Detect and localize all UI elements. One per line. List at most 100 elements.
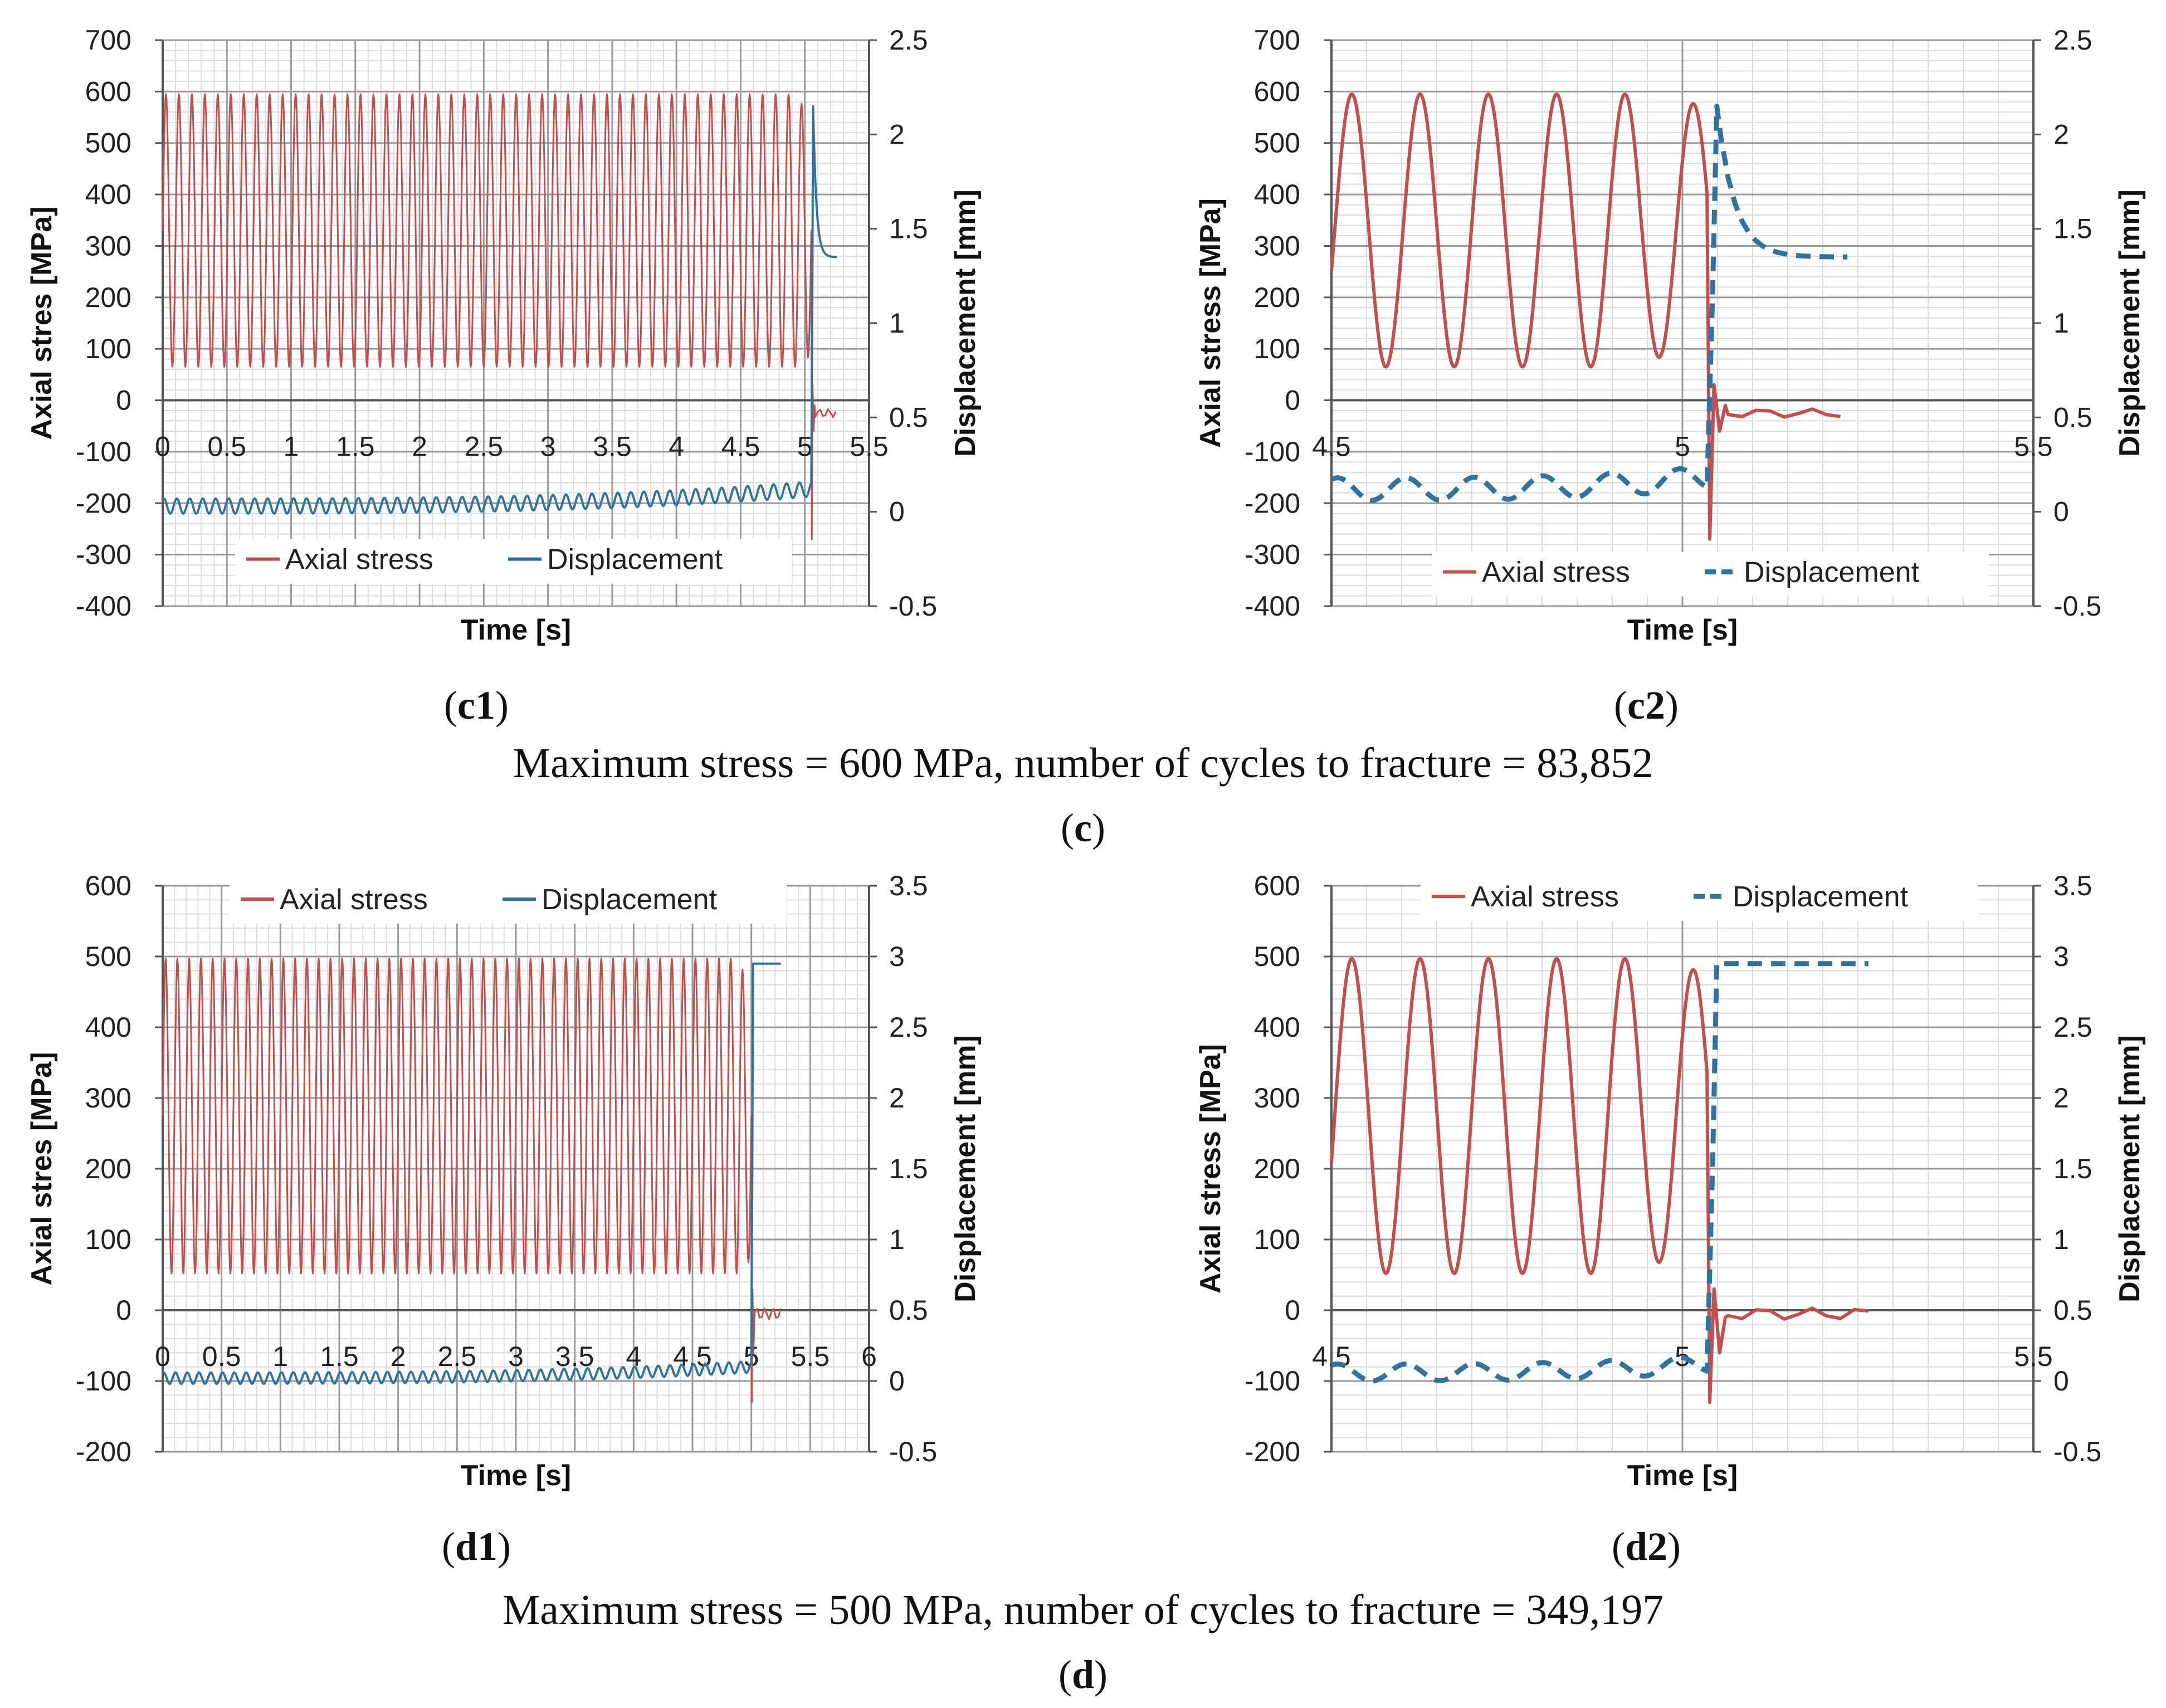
y2-tick-label: 2.5 <box>889 1012 928 1043</box>
y-tick-label: 300 <box>85 230 131 261</box>
y2-tick-label: 1.5 <box>2053 1153 2092 1184</box>
x-tick-label: 3 <box>540 431 556 462</box>
y-tick-label: 100 <box>85 1224 131 1255</box>
y-tick-label: -100 <box>76 1365 131 1397</box>
figure-label-c: (c) <box>1061 806 1105 850</box>
panel-label-d1-text: d1 <box>455 1524 497 1569</box>
chart-d2: 600 500 400 300 200 100 0 -100 -200 3.5 3 2.5 2 1.5 1 0… <box>1194 870 2146 1492</box>
y2-tick-label: 0.5 <box>889 1295 928 1326</box>
x-tick-label: 1.5 <box>336 431 375 462</box>
y2-axis-title: Displacement [mm] <box>949 1035 982 1302</box>
y-tick-label: 700 <box>85 25 131 56</box>
y-tick-label: 0 <box>116 385 131 416</box>
legend-displacement-label: Displacement <box>542 884 718 916</box>
y-tick-label: 0 <box>1285 385 1300 416</box>
y2-tick-label: 0.5 <box>2053 1295 2092 1326</box>
y-axis-title: Axial stres [MPa] <box>26 1052 58 1285</box>
x-tick-label: 1 <box>272 1341 288 1372</box>
figure-label-c-text: c <box>1074 806 1092 850</box>
x-tick-label: 6 <box>861 1341 877 1372</box>
x-tick-label: 0.5 <box>202 1341 241 1372</box>
x-tick-label: 3.5 <box>555 1341 594 1372</box>
y2-axis-title: Displacement [mm] <box>949 189 982 457</box>
y2-tick-label: 1.5 <box>889 213 928 245</box>
caption-d: Maximum stress = 500 MPa, number of cycl… <box>503 1587 1664 1633</box>
series-axial-stress-line <box>1330 957 1869 1404</box>
figure-label-d-text: d <box>1072 1652 1094 1697</box>
y-tick-label: -300 <box>76 539 131 570</box>
legend-displacement-label: Displacement <box>1733 881 1909 913</box>
y-tick-label: 500 <box>85 128 131 159</box>
x-tick-label: 5.5 <box>2014 1341 2053 1372</box>
y2-tick-label: 0.5 <box>2053 402 2092 433</box>
y-tick-label: 200 <box>1254 282 1300 313</box>
x-tick-label: 4 <box>669 431 684 462</box>
y-tick-label: 0 <box>1285 1295 1300 1326</box>
panel-label-c1-text: c1 <box>457 683 495 728</box>
panel-label-c1: (c1) <box>444 683 509 728</box>
y-tick-label: -100 <box>1245 436 1300 467</box>
y2-tick-label: -0.5 <box>889 1436 937 1467</box>
series-axial-stress-line <box>1330 92 1841 541</box>
series-displacement-line <box>1330 104 1848 503</box>
y2-tick-label: 0 <box>889 1365 905 1397</box>
figure-label-d: (d) <box>1058 1652 1108 1697</box>
x-tick-label: 4.5 <box>1312 1341 1351 1372</box>
y-tick-label: 400 <box>85 1012 131 1043</box>
y2-tick-label: 2 <box>2053 119 2069 150</box>
y-axis-title: Axial stress [MPa] <box>1194 1044 1227 1294</box>
panel-label-c2-text: c2 <box>1627 683 1665 728</box>
y-tick-label: 400 <box>1254 179 1300 210</box>
y-tick-label: 700 <box>1254 25 1300 56</box>
legend-box <box>230 879 787 924</box>
y-tick-label: 400 <box>1254 1012 1300 1043</box>
x-tick-label: 2.5 <box>438 1341 477 1372</box>
y-tick-label: 600 <box>85 870 131 901</box>
y-tick-label: -200 <box>76 487 131 519</box>
y2-tick-label: 0 <box>2053 1365 2069 1397</box>
x-tick-label: 5.5 <box>791 1341 830 1372</box>
x-tick-label: 2.5 <box>465 431 504 462</box>
x-axis-title: Time [s] <box>1627 1460 1738 1492</box>
y-tick-label: 200 <box>85 1153 131 1184</box>
y-tick-label: 200 <box>85 282 131 313</box>
y-tick-label: -200 <box>76 1436 131 1467</box>
y-axis-title: Axial stress [MPa] <box>1194 198 1227 448</box>
y-tick-label: -400 <box>76 591 131 622</box>
x-tick-label: 3.5 <box>593 431 632 462</box>
y-tick-label: -100 <box>1245 1365 1300 1397</box>
legend-displacement-label: Displacement <box>1744 557 1920 589</box>
y2-tick-label: 1.5 <box>2053 213 2092 245</box>
y2-tick-label: 2.5 <box>889 25 928 56</box>
y-tick-label: -300 <box>1245 539 1300 570</box>
y-tick-label: -400 <box>1245 591 1300 622</box>
legend-box <box>235 539 792 584</box>
y2-tick-label: 2.5 <box>2053 1012 2092 1043</box>
series-displacement-line <box>1330 961 1869 1384</box>
y2-tick-label: 2 <box>889 1082 905 1114</box>
legend-stress-label: Axial stress <box>280 884 428 916</box>
y2-axis-title: Displacement [mm] <box>2114 189 2146 457</box>
y-tick-label: 500 <box>85 941 131 972</box>
legend-stress-label: Axial stress <box>285 544 433 576</box>
y-tick-label: 600 <box>1254 870 1300 901</box>
x-axis-title: Time [s] <box>461 1460 571 1492</box>
y2-tick-label: 1 <box>2053 308 2069 339</box>
x-tick-label: 2 <box>412 431 427 462</box>
x-tick-label: 0 <box>155 431 170 462</box>
x-tick-label: 4.5 <box>1312 431 1351 462</box>
panel-label-d1: (d1) <box>442 1524 511 1569</box>
y2-tick-label: 2 <box>2053 1082 2069 1114</box>
y2-tick-label: 3.5 <box>889 870 928 901</box>
x-tick-label: 5.5 <box>2014 431 2053 462</box>
legend-stress-label: Axial stress <box>1471 881 1619 913</box>
y2-tick-label: 3 <box>2053 941 2069 972</box>
y2-tick-label: 3.5 <box>2053 870 2092 901</box>
x-tick-label: 5 <box>1675 431 1690 462</box>
y-tick-label: 300 <box>85 1082 131 1114</box>
y2-tick-label: 0 <box>889 496 905 528</box>
x-tick-label: 0.5 <box>208 431 247 462</box>
y-tick-label: 500 <box>1254 941 1300 972</box>
x-tick-label: 3 <box>508 1341 524 1372</box>
